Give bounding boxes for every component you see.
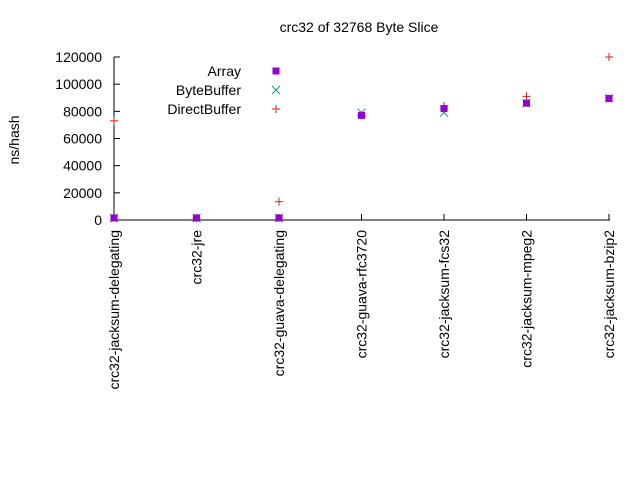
y-tick-label: 0 — [94, 212, 102, 228]
legend-marker-bytebuffer — [271, 85, 281, 95]
point-array-crc32-jacksum-mpeg2 — [523, 99, 530, 107]
point-array-crc32-jacksum-delegating — [110, 214, 118, 222]
y-tick-label: 40000 — [63, 158, 102, 174]
x-tick-label: crc32-jacksum-delegating — [106, 230, 122, 390]
marker-stroke — [271, 85, 281, 95]
y-axis-label: ns/hash — [6, 115, 22, 164]
point-directbuffer-crc32-guava-delegating — [275, 197, 283, 206]
chart-title: crc32 of 32768 Byte Slice — [280, 19, 439, 35]
point-array-crc32-jre — [193, 214, 200, 222]
legend-label-array: Array — [208, 63, 241, 79]
point-directbuffer-crc32-jacksum-mpeg2 — [522, 92, 531, 101]
point-array-crc32-jacksum-fcs32 — [440, 105, 448, 113]
point-directbuffer-crc32-jacksum-delegating — [110, 116, 118, 125]
legend-marker-directbuffer — [272, 105, 280, 113]
x-tick-label: crc32-jre — [189, 230, 205, 285]
x-tick-label: crc32-jacksum-fcs32 — [436, 230, 452, 359]
data-points — [109, 53, 614, 223]
y-ticks: 0 20000 40000 60000 80000 100000 120000 — [55, 49, 120, 228]
y-tick-label: 80000 — [63, 103, 102, 119]
legend-marker-array — [272, 67, 280, 75]
y-tick-label: 100000 — [55, 76, 102, 92]
y-tick-label: 120000 — [55, 49, 102, 65]
y-tick-label: 20000 — [63, 185, 102, 201]
x-ticks: crc32-jacksum-delegating crc32-jre crc32-g… — [106, 214, 617, 390]
x-tick-label: crc32-jacksum-mpeg2 — [519, 230, 535, 368]
x-tick-label: crc32-jacksum-bzip2 — [601, 230, 617, 359]
point-array-crc32-guava-delegating — [275, 214, 283, 222]
legend-label-directbuffer: DirectBuffer — [167, 101, 241, 117]
point-array-crc32-jacksum-bzip2 — [605, 94, 613, 102]
y-tick-label: 60000 — [63, 131, 102, 147]
x-tick-label: crc32-guava-delegating — [271, 230, 287, 376]
legend: Array ByteBuffer DirectBuffer — [167, 63, 281, 117]
point-directbuffer-crc32-jacksum-bzip2 — [605, 53, 613, 61]
x-tick-label: crc32-guava-rfc3720 — [354, 230, 370, 359]
legend-label-bytebuffer: ByteBuffer — [176, 82, 241, 98]
point-array-crc32-guava-rfc3720 — [358, 111, 365, 119]
